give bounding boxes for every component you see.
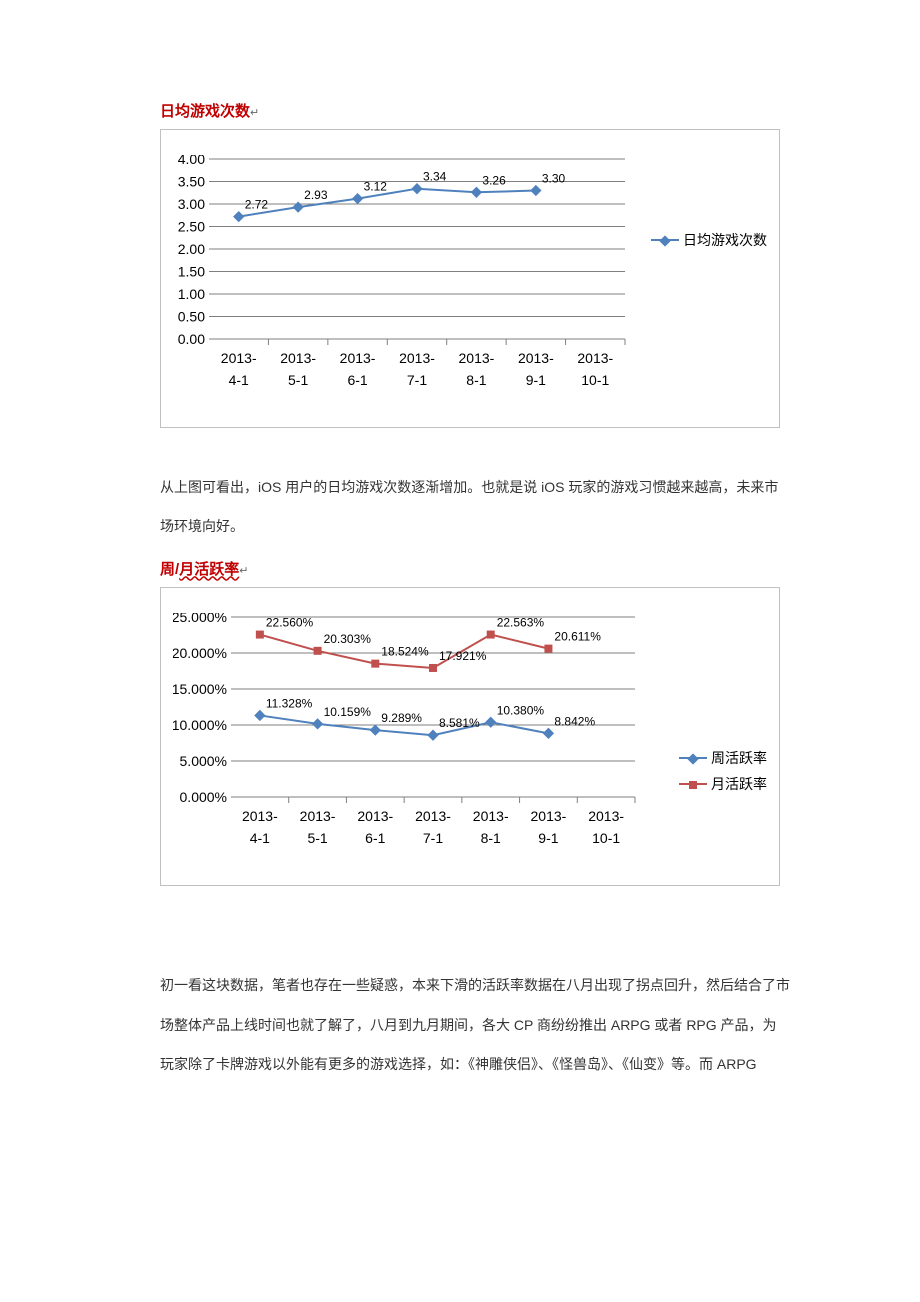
chart2-legend: 周活跃率 月活跃率 bbox=[669, 748, 767, 800]
svg-text:9.289%: 9.289% bbox=[381, 711, 422, 725]
svg-text:2013-: 2013- bbox=[340, 350, 376, 366]
chart1-plot: 0.00 0.50 1.00 1.50 2.00 2.50 3.00 3.50 4.00 2013… bbox=[173, 155, 641, 415]
svg-text:2013-: 2013- bbox=[300, 808, 336, 824]
svg-text:2.50: 2.50 bbox=[178, 219, 205, 235]
svg-text:10.380%: 10.380% bbox=[497, 704, 545, 718]
svg-text:7-1: 7-1 bbox=[423, 830, 443, 846]
svg-text:3.34: 3.34 bbox=[423, 170, 447, 184]
svg-text:6-1: 6-1 bbox=[365, 830, 385, 846]
svg-text:20.611%: 20.611% bbox=[554, 630, 601, 644]
chart2-container: 0.000% 5.000% 10.000% 15.000% 20.000% 25.000%… bbox=[160, 587, 780, 886]
chart2-legend-item-2: 月活跃率 bbox=[679, 774, 767, 794]
svg-text:4-1: 4-1 bbox=[229, 372, 249, 388]
svg-text:10.000%: 10.000% bbox=[173, 717, 227, 733]
chart1-legend: 日均游戏次数 bbox=[641, 230, 767, 256]
svg-text:3.26: 3.26 bbox=[482, 173, 506, 187]
chart1-title-text: 日均游戏次数 bbox=[160, 103, 250, 120]
svg-text:0.00: 0.00 bbox=[178, 331, 205, 347]
svg-text:22.560%: 22.560% bbox=[266, 616, 314, 630]
svg-text:3.12: 3.12 bbox=[364, 180, 388, 194]
svg-text:6-1: 6-1 bbox=[347, 372, 367, 388]
svg-text:1.00: 1.00 bbox=[178, 286, 205, 302]
svg-text:2013-: 2013- bbox=[357, 808, 393, 824]
chart2-plot: 0.000% 5.000% 10.000% 15.000% 20.000% 25.000%… bbox=[173, 613, 669, 873]
svg-text:3.30: 3.30 bbox=[542, 172, 566, 186]
chart2-legend-label-1: 周活跃率 bbox=[711, 748, 767, 768]
svg-text:2.72: 2.72 bbox=[245, 198, 269, 212]
chart1-legend-item: 日均游戏次数 bbox=[651, 230, 767, 250]
svg-text:22.563%: 22.563% bbox=[497, 616, 545, 630]
svg-text:2013-: 2013- bbox=[518, 350, 554, 366]
svg-text:0.000%: 0.000% bbox=[180, 789, 227, 805]
svg-text:9-1: 9-1 bbox=[538, 830, 558, 846]
svg-text:1.50: 1.50 bbox=[178, 264, 205, 280]
svg-text:4-1: 4-1 bbox=[250, 830, 270, 846]
chart2-title-wavy: 月活跃率 bbox=[179, 561, 239, 578]
svg-text:9-1: 9-1 bbox=[526, 372, 546, 388]
svg-text:7-1: 7-1 bbox=[407, 372, 427, 388]
svg-text:3.00: 3.00 bbox=[178, 196, 205, 212]
svg-text:11.328%: 11.328% bbox=[266, 697, 313, 711]
svg-text:25.000%: 25.000% bbox=[173, 613, 227, 625]
chart1-legend-label: 日均游戏次数 bbox=[683, 230, 767, 250]
svg-text:5-1: 5-1 bbox=[307, 830, 327, 846]
chart2-legend-item-1: 周活跃率 bbox=[679, 748, 767, 768]
svg-text:3.50: 3.50 bbox=[178, 174, 205, 190]
chart2-title: 周/月活跃率↵ bbox=[160, 558, 790, 579]
svg-text:2013-: 2013- bbox=[242, 808, 278, 824]
svg-text:8-1: 8-1 bbox=[481, 830, 501, 846]
svg-text:10-1: 10-1 bbox=[592, 830, 620, 846]
svg-text:2013-: 2013- bbox=[415, 808, 451, 824]
svg-text:15.000%: 15.000% bbox=[173, 681, 227, 697]
paragraph-1: 从上图可看出，iOS 用户的日均游戏次数逐渐增加。也就是说 iOS 玩家的游戏习… bbox=[160, 468, 790, 546]
chart1-title: 日均游戏次数↵ bbox=[160, 100, 790, 121]
svg-text:2013-: 2013- bbox=[221, 350, 257, 366]
svg-text:2.00: 2.00 bbox=[178, 241, 205, 257]
svg-text:4.00: 4.00 bbox=[178, 155, 205, 167]
chart2-svg: 0.000% 5.000% 10.000% 15.000% 20.000% 25.000%… bbox=[173, 613, 643, 873]
svg-text:8-1: 8-1 bbox=[466, 372, 486, 388]
svg-text:17.921%: 17.921% bbox=[439, 649, 487, 663]
chart2-legend-label-2: 月活跃率 bbox=[711, 774, 767, 794]
paragraph-2: 初一看这块数据，笔者也存在一些疑惑，本来下滑的活跃率数据在八月出现了拐点回升，然… bbox=[160, 966, 790, 1084]
svg-text:5-1: 5-1 bbox=[288, 372, 308, 388]
chart1-container: 0.00 0.50 1.00 1.50 2.00 2.50 3.00 3.50 4.00 2013… bbox=[160, 129, 780, 428]
svg-text:18.524%: 18.524% bbox=[381, 645, 429, 659]
svg-text:20.303%: 20.303% bbox=[324, 632, 372, 646]
svg-text:2013-: 2013- bbox=[577, 350, 613, 366]
svg-text:5.000%: 5.000% bbox=[180, 753, 227, 769]
svg-text:10.159%: 10.159% bbox=[324, 705, 372, 719]
chart1-svg: 0.00 0.50 1.00 1.50 2.00 2.50 3.00 3.50 4.00 2013… bbox=[173, 155, 633, 415]
svg-text:8.842%: 8.842% bbox=[554, 715, 595, 729]
chart2-title-prefix: 周 bbox=[160, 561, 175, 578]
svg-text:8.581%: 8.581% bbox=[439, 717, 480, 731]
svg-text:10-1: 10-1 bbox=[581, 372, 609, 388]
svg-text:2013-: 2013- bbox=[473, 808, 509, 824]
svg-text:2013-: 2013- bbox=[459, 350, 495, 366]
svg-text:20.000%: 20.000% bbox=[173, 645, 227, 661]
chart2-title-mark: ↵ bbox=[239, 565, 248, 577]
svg-text:2013-: 2013- bbox=[280, 350, 316, 366]
svg-text:2013-: 2013- bbox=[531, 808, 567, 824]
svg-text:2013-: 2013- bbox=[399, 350, 435, 366]
svg-text:0.50: 0.50 bbox=[178, 309, 205, 325]
svg-text:2013-: 2013- bbox=[588, 808, 624, 824]
svg-text:2.93: 2.93 bbox=[304, 188, 328, 202]
chart1-title-mark: ↵ bbox=[250, 107, 259, 119]
